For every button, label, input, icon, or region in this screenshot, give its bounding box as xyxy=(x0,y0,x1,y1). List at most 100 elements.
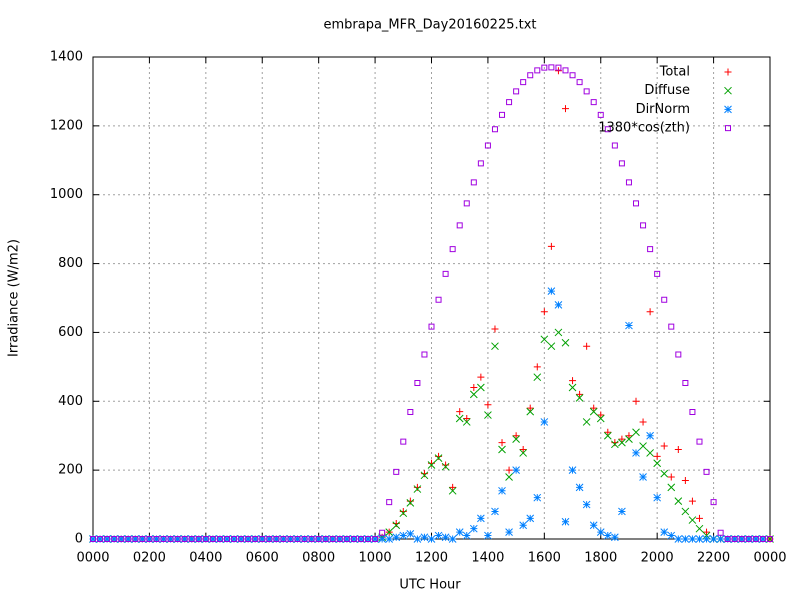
data-point xyxy=(414,380,421,387)
data-point xyxy=(139,536,146,542)
data-point xyxy=(385,528,394,536)
data-point xyxy=(583,342,591,350)
data-point xyxy=(379,529,386,536)
legend-label: Total xyxy=(659,65,690,80)
data-point xyxy=(413,535,422,543)
data-point xyxy=(230,535,238,543)
data-point xyxy=(209,536,216,542)
data-point xyxy=(632,428,640,437)
data-point xyxy=(603,431,612,440)
data-point xyxy=(427,535,436,543)
y-tick-label: 1200 xyxy=(50,118,83,133)
data-point xyxy=(294,536,301,542)
data-point xyxy=(506,99,513,106)
data-point xyxy=(576,390,584,398)
data-point xyxy=(498,445,506,454)
data-point xyxy=(632,449,640,457)
data-point xyxy=(689,408,696,415)
legend-label: Diffuse xyxy=(644,83,690,98)
data-point xyxy=(590,404,598,412)
data-point xyxy=(660,469,669,478)
data-point xyxy=(195,536,202,542)
data-point xyxy=(393,468,400,475)
data-point xyxy=(145,535,154,543)
data-point xyxy=(583,88,590,95)
data-point xyxy=(576,79,583,86)
data-point xyxy=(667,473,675,481)
data-point xyxy=(96,535,104,543)
data-point xyxy=(534,67,541,74)
data-point xyxy=(265,535,274,543)
data-point xyxy=(675,351,682,358)
data-point xyxy=(413,485,422,493)
data-point xyxy=(575,393,584,402)
y-axis-label: Irradiance (W/m2) xyxy=(7,239,22,357)
data-point xyxy=(259,536,266,542)
x-tick-label: 0600 xyxy=(246,551,279,566)
data-point xyxy=(526,407,535,416)
data-point xyxy=(258,535,267,543)
data-point xyxy=(597,111,604,118)
data-point xyxy=(568,466,577,474)
data-point xyxy=(674,497,683,505)
data-point xyxy=(491,342,499,351)
data-point xyxy=(505,473,513,481)
data-point xyxy=(180,535,189,543)
data-point xyxy=(252,536,259,542)
data-point xyxy=(470,179,477,186)
data-point xyxy=(111,536,118,542)
data-point xyxy=(541,64,548,71)
data-point xyxy=(695,524,704,533)
data-point xyxy=(738,536,745,542)
data-point xyxy=(336,536,343,542)
data-point xyxy=(547,242,555,250)
data-point xyxy=(286,535,295,543)
data-point xyxy=(386,499,393,506)
data-point xyxy=(625,321,633,330)
data-point xyxy=(561,517,570,526)
data-point xyxy=(350,536,357,542)
data-point xyxy=(216,535,224,543)
data-point xyxy=(491,507,499,516)
data-point xyxy=(166,535,175,543)
data-point xyxy=(519,445,527,453)
data-point xyxy=(660,528,669,536)
data-point xyxy=(231,536,238,542)
data-point xyxy=(519,521,528,530)
data-point xyxy=(703,528,711,536)
data-point xyxy=(688,497,696,505)
data-point xyxy=(152,535,161,543)
data-point xyxy=(611,533,619,542)
data-point xyxy=(710,499,717,506)
data-point xyxy=(653,452,661,460)
x-tick-label: 1000 xyxy=(359,551,392,566)
data-point xyxy=(660,442,668,450)
data-point xyxy=(661,296,668,303)
data-point xyxy=(716,535,725,543)
data-point xyxy=(604,126,611,133)
data-point xyxy=(420,533,429,542)
x-tick-label: 0200 xyxy=(133,551,166,566)
data-point xyxy=(293,535,302,543)
y-tick-label: 800 xyxy=(58,256,83,271)
data-point xyxy=(407,408,414,415)
legend-label: 1380*cos(zth) xyxy=(598,121,690,136)
data-point xyxy=(477,514,485,523)
data-point xyxy=(730,535,739,543)
data-point xyxy=(618,507,626,516)
data-point xyxy=(153,536,160,542)
data-point xyxy=(668,323,675,330)
data-point xyxy=(448,486,457,495)
data-point xyxy=(533,363,541,371)
y-tick-label: 1000 xyxy=(50,187,83,202)
x-tick-label: 0800 xyxy=(302,551,335,566)
data-point xyxy=(420,471,429,480)
data-point xyxy=(421,351,428,358)
data-point xyxy=(512,432,520,440)
data-point xyxy=(322,536,329,542)
data-point xyxy=(470,384,478,392)
data-point xyxy=(513,88,520,95)
data-point xyxy=(216,536,223,542)
data-point xyxy=(174,536,181,542)
y-tick-label: 200 xyxy=(58,463,83,478)
